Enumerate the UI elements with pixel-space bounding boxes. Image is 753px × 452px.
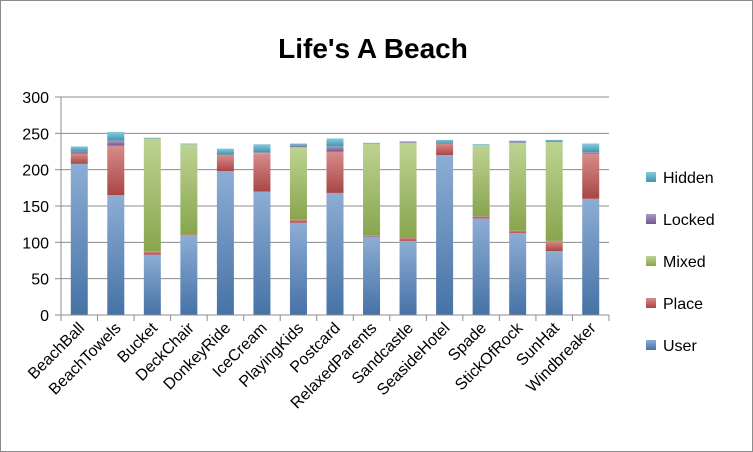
legend-swatch-user — [646, 340, 656, 350]
bar-relaxedparents-mixed — [363, 143, 381, 236]
bar-icecream-locked — [253, 152, 271, 153]
bar-playingkids-hidden — [289, 143, 307, 146]
bar-spade-place — [472, 216, 490, 219]
x-axis: BeachBallBeachTowelsBucketDeckChairDonke… — [25, 314, 610, 412]
bar-sunhat-locked — [545, 141, 563, 143]
bar-beachtowels-place — [107, 145, 125, 196]
y-tick-label: 50 — [31, 272, 49, 289]
bar-icecream-hidden — [253, 144, 271, 153]
bar-relaxedparents-place — [363, 235, 381, 237]
legend-label-hidden: Hidden — [663, 170, 714, 187]
legend-label-user: User — [663, 338, 697, 355]
bar-stickofrock-hidden — [509, 140, 527, 143]
bar-sunhat-hidden — [545, 139, 563, 142]
bar-spade-user — [472, 218, 490, 315]
legend: Hidden Locked Mixed Place User — [646, 170, 715, 355]
bar-sunhat-place — [545, 240, 563, 252]
chart-title: Life's A Beach — [278, 33, 468, 64]
bar-donkeyride-locked — [216, 154, 234, 156]
bar-sandcastle-place — [399, 237, 417, 241]
bar-beachtowels-hidden — [107, 131, 125, 141]
bar-postcard-hidden — [326, 138, 344, 147]
bar-deckchair-mixed — [180, 144, 198, 235]
bar-seasidehotel-user — [436, 155, 454, 315]
bar-deckchair-place — [180, 234, 198, 236]
bar-donkeyride-hidden — [216, 148, 234, 155]
bar-playingkids-user — [289, 222, 307, 315]
legend-label-locked: Locked — [663, 212, 715, 229]
bar-sunhat-user — [545, 251, 563, 315]
legend-label-mixed: Mixed — [663, 254, 706, 271]
bar-beachtowels-user — [107, 195, 125, 315]
y-tick-label: 300 — [22, 90, 49, 107]
bar-windbreaker-place — [582, 153, 600, 199]
legend-swatch-hidden — [646, 172, 656, 182]
legend-swatch-locked — [646, 214, 656, 224]
y-tick-label: 100 — [22, 235, 49, 252]
bar-icecream-place — [253, 153, 271, 192]
bar-donkeyride-place — [216, 155, 234, 172]
bar-bucket-hidden — [143, 137, 161, 139]
bars — [70, 131, 600, 315]
bar-donkeyride-user — [216, 171, 234, 315]
bar-playingkids-place — [289, 219, 307, 223]
bar-relaxedparents-hidden — [363, 142, 381, 144]
bar-sunhat-mixed — [545, 142, 563, 241]
bar-beachball-user — [70, 163, 88, 315]
bar-beachball-hidden — [70, 146, 88, 152]
bar-bucket-user — [143, 254, 161, 315]
bar-postcard-locked — [326, 146, 344, 152]
bar-windbreaker-user — [582, 198, 600, 315]
bar-icecream-user — [253, 191, 271, 315]
bar-deckchair-hidden — [180, 143, 198, 145]
bar-stickofrock-place — [509, 230, 527, 233]
bar-windbreaker-hidden — [582, 143, 600, 153]
bar-beachball-locked — [70, 151, 88, 154]
bar-sandcastle-user — [399, 240, 417, 315]
bar-stickofrock-locked — [509, 142, 527, 143]
bar-windbreaker-locked — [582, 152, 600, 154]
bar-sandcastle-locked — [399, 142, 417, 143]
bar-bucket-mixed — [143, 138, 161, 252]
legend-swatch-mixed — [646, 256, 656, 266]
y-tick-label: 0 — [40, 308, 49, 325]
legend-swatch-place — [646, 298, 656, 308]
y-tick-label: 150 — [22, 199, 49, 216]
bar-deckchair-user — [180, 235, 198, 315]
bar-beachball-place — [70, 153, 88, 164]
bar-postcard-user — [326, 192, 344, 315]
y-tick-label: 200 — [22, 163, 49, 180]
bar-bucket-place — [143, 251, 161, 255]
bar-stickofrock-user — [509, 232, 527, 315]
bar-stickofrock-mixed — [509, 142, 527, 231]
bar-sandcastle-hidden — [399, 141, 417, 143]
bar-playingkids-locked — [289, 145, 307, 148]
bar-relaxedparents-user — [363, 236, 381, 315]
y-tick-label: 250 — [22, 126, 49, 143]
bar-beachtowels-locked — [107, 140, 125, 146]
bar-spade-hidden — [472, 144, 490, 145]
bar-icecream-mixed — [253, 152, 271, 154]
bar-sandcastle-mixed — [399, 142, 417, 238]
bar-seasidehotel-locked — [436, 142, 454, 144]
bar-seasidehotel-place — [436, 143, 454, 156]
bar-postcard-place — [326, 151, 344, 193]
legend-label-place: Place — [663, 296, 703, 313]
bar-playingkids-mixed — [289, 147, 307, 220]
bar-spade-mixed — [472, 144, 490, 217]
bar-seasidehotel-hidden — [436, 139, 454, 143]
y-axis: 0 50 100 150 200 250 300 — [22, 90, 62, 325]
